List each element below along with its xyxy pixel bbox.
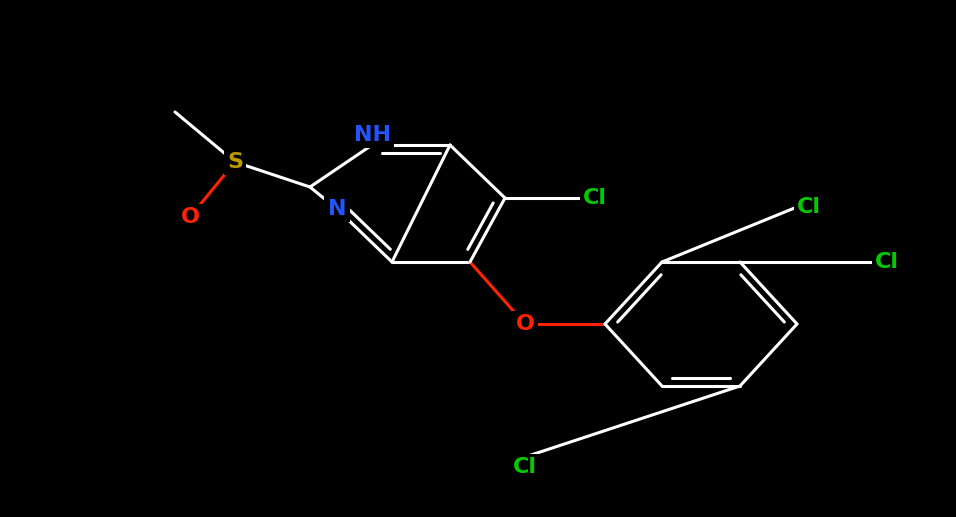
Text: Cl: Cl: [875, 252, 899, 272]
Text: O: O: [515, 314, 534, 334]
Text: Cl: Cl: [583, 188, 607, 208]
Text: NH: NH: [354, 125, 390, 145]
Text: O: O: [181, 207, 200, 227]
Text: S: S: [227, 152, 243, 172]
Text: N: N: [328, 199, 346, 219]
Text: Cl: Cl: [513, 457, 537, 477]
Text: Cl: Cl: [797, 197, 821, 217]
